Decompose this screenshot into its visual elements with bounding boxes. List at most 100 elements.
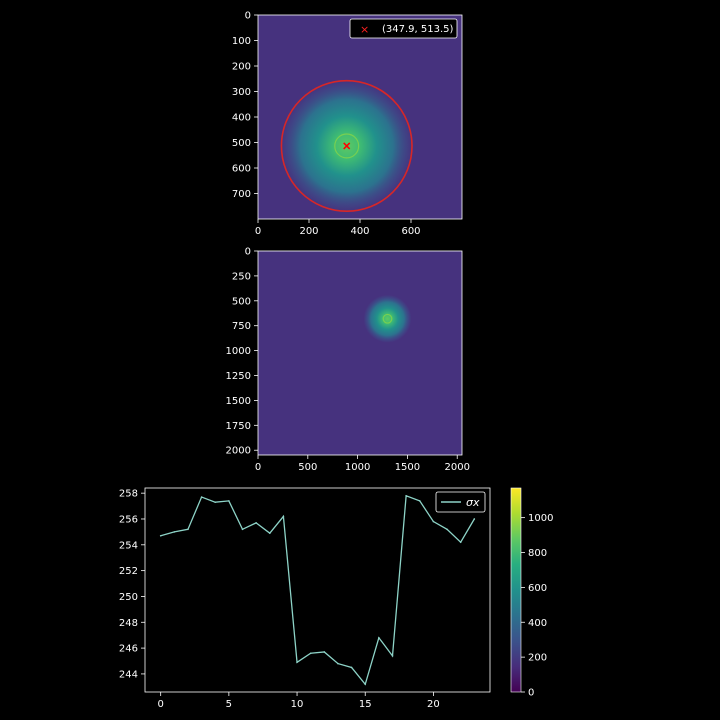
- line-xtick-label: 0: [157, 699, 163, 710]
- colorbar-axis: 0 200 400 600 800 1000: [521, 513, 553, 699]
- mid-xtick-label: 0: [255, 462, 261, 473]
- sigma-x-points: [159, 494, 476, 686]
- colorbar-tick-label: 0: [528, 688, 534, 699]
- mid-xtick-label: 2000: [444, 462, 469, 473]
- mid-ytick-label: 1500: [226, 396, 251, 407]
- sigma-x-point: [159, 534, 162, 537]
- line-ytick-label: 246: [119, 644, 138, 655]
- mid-blob-ring: [382, 313, 393, 324]
- sigma-x-point: [268, 532, 271, 534]
- mid-ytick-label: 1000: [226, 346, 251, 357]
- top-xtick-label: 600: [401, 226, 420, 237]
- top-xtick-label: 400: [350, 226, 369, 237]
- top-ytick-label: 100: [232, 36, 251, 47]
- middle-image-blob: [363, 294, 412, 343]
- sigma-x-point: [350, 666, 353, 669]
- line-ytick-label: 256: [119, 514, 138, 525]
- line-y-axis: 244 246 248 250 252 254 256 258: [119, 489, 145, 680]
- sigma-x-point: [405, 494, 407, 497]
- sigma-x-point: [418, 500, 421, 502]
- top-ytick-label: 400: [232, 113, 251, 124]
- line-legend: σx: [435, 491, 486, 513]
- colorbar-tick-label: 1000: [528, 513, 553, 524]
- mid-ytick-label: 500: [232, 296, 251, 307]
- middle-x-axis: 0 500 1000 1500 2000: [255, 455, 470, 473]
- middle-image-frame: [257, 250, 463, 456]
- sigma-x-point: [432, 520, 435, 523]
- colorbar-tick-label: 600: [528, 583, 547, 594]
- line-ytick-label: 254: [119, 540, 138, 551]
- line-ytick-label: 250: [119, 592, 138, 603]
- sigma-x-line: [160, 494, 475, 686]
- mid-ytick-label: 250: [232, 271, 251, 282]
- colorbar-tick-label: 200: [528, 653, 547, 664]
- line-xtick-label: 10: [291, 699, 304, 710]
- sigma-x-point: [173, 531, 176, 533]
- top-image-panel: 0 200 400 600 0 100 200 300 400 500 600 700 × (347…: [232, 11, 463, 237]
- mid-xtick-label: 500: [298, 462, 317, 473]
- sigma-x-point: [391, 655, 394, 657]
- top-xtick-label: 0: [255, 226, 261, 237]
- mid-ytick-label: 1250: [226, 371, 251, 382]
- top-legend-box: [349, 18, 458, 39]
- sigma-x-point: [378, 636, 380, 639]
- colorbar-panel: 0 200 400 600 800 1000: [510, 487, 553, 699]
- sigma-x-point: [241, 528, 244, 531]
- top-ytick-label: 600: [232, 164, 251, 175]
- top-legend-label: (347.9, 513.5): [382, 24, 454, 35]
- sigma-x-point: [309, 652, 312, 655]
- sigma-x-point: [228, 500, 230, 502]
- colorbar-gradient: [510, 487, 522, 693]
- top-image-overlay: [280, 79, 413, 213]
- line-xtick-label: 5: [226, 699, 232, 710]
- sigma-x-point: [214, 501, 217, 504]
- line-legend-label: σx: [466, 496, 480, 509]
- sigma-x-point: [323, 651, 326, 653]
- top-blob-ring: [334, 133, 360, 159]
- top-y-axis: 0 100 200 300 400 500 600 700: [232, 11, 258, 200]
- center-marker: [343, 142, 351, 150]
- sigma-x-point: [459, 541, 462, 544]
- top-ytick-label: 0: [245, 11, 251, 22]
- line-xtick-label: 15: [359, 699, 372, 710]
- mid-ytick-label: 750: [232, 321, 251, 332]
- sigma-x-point: [187, 528, 189, 531]
- top-x-axis: 0 200 400 600: [255, 219, 421, 237]
- top-legend-marker: ×: [360, 23, 369, 36]
- sigma-x-point: [255, 522, 257, 524]
- colorbar-tick-label: 800: [528, 548, 547, 559]
- top-ytick-label: 500: [232, 138, 251, 149]
- sigma-x-point: [364, 683, 367, 686]
- fit-circle: [280, 79, 413, 213]
- line-xtick-label: 20: [427, 699, 440, 710]
- sigma-x-point: [200, 496, 203, 498]
- sigma-x-point: [282, 515, 285, 518]
- mid-ytick-label: 2000: [226, 446, 251, 457]
- top-legend: × (347.9, 513.5): [349, 18, 458, 39]
- line-plot-panel: 0 5 10 15 20 244 246 248 250 252 254 256 258 σx: [119, 487, 491, 710]
- sigma-x-point: [446, 528, 448, 531]
- middle-image-background: [258, 251, 462, 455]
- mid-blob-glow: [363, 294, 412, 343]
- top-ytick-label: 300: [232, 87, 251, 98]
- line-ytick-label: 258: [119, 489, 138, 500]
- mid-xtick-label: 1500: [395, 462, 420, 473]
- top-ytick-label: 200: [232, 62, 251, 73]
- middle-image-panel: 0 500 1000 1500 2000 0 250 500 750 1000 1250 1500 1…: [226, 247, 470, 474]
- mid-ytick-label: 0: [245, 247, 251, 258]
- colorbar-tick-label: 400: [528, 618, 547, 629]
- mid-ytick-label: 1750: [226, 421, 251, 432]
- top-ytick-label: 700: [232, 189, 251, 200]
- middle-y-axis: 0 250 500 750 1000 1250 1500 1750 2000: [226, 247, 258, 457]
- line-ytick-label: 248: [119, 618, 138, 629]
- line-x-axis: 0 5 10 15 20: [157, 692, 440, 710]
- line-plot-frame: [144, 487, 491, 693]
- line-ytick-label: 244: [119, 669, 138, 680]
- line-ytick-label: 252: [119, 566, 138, 577]
- sigma-x-point: [337, 662, 339, 665]
- sigma-x-point: [473, 518, 476, 520]
- sigma-x-point: [296, 661, 298, 664]
- top-xtick-label: 200: [299, 226, 318, 237]
- mid-xtick-label: 1000: [345, 462, 370, 473]
